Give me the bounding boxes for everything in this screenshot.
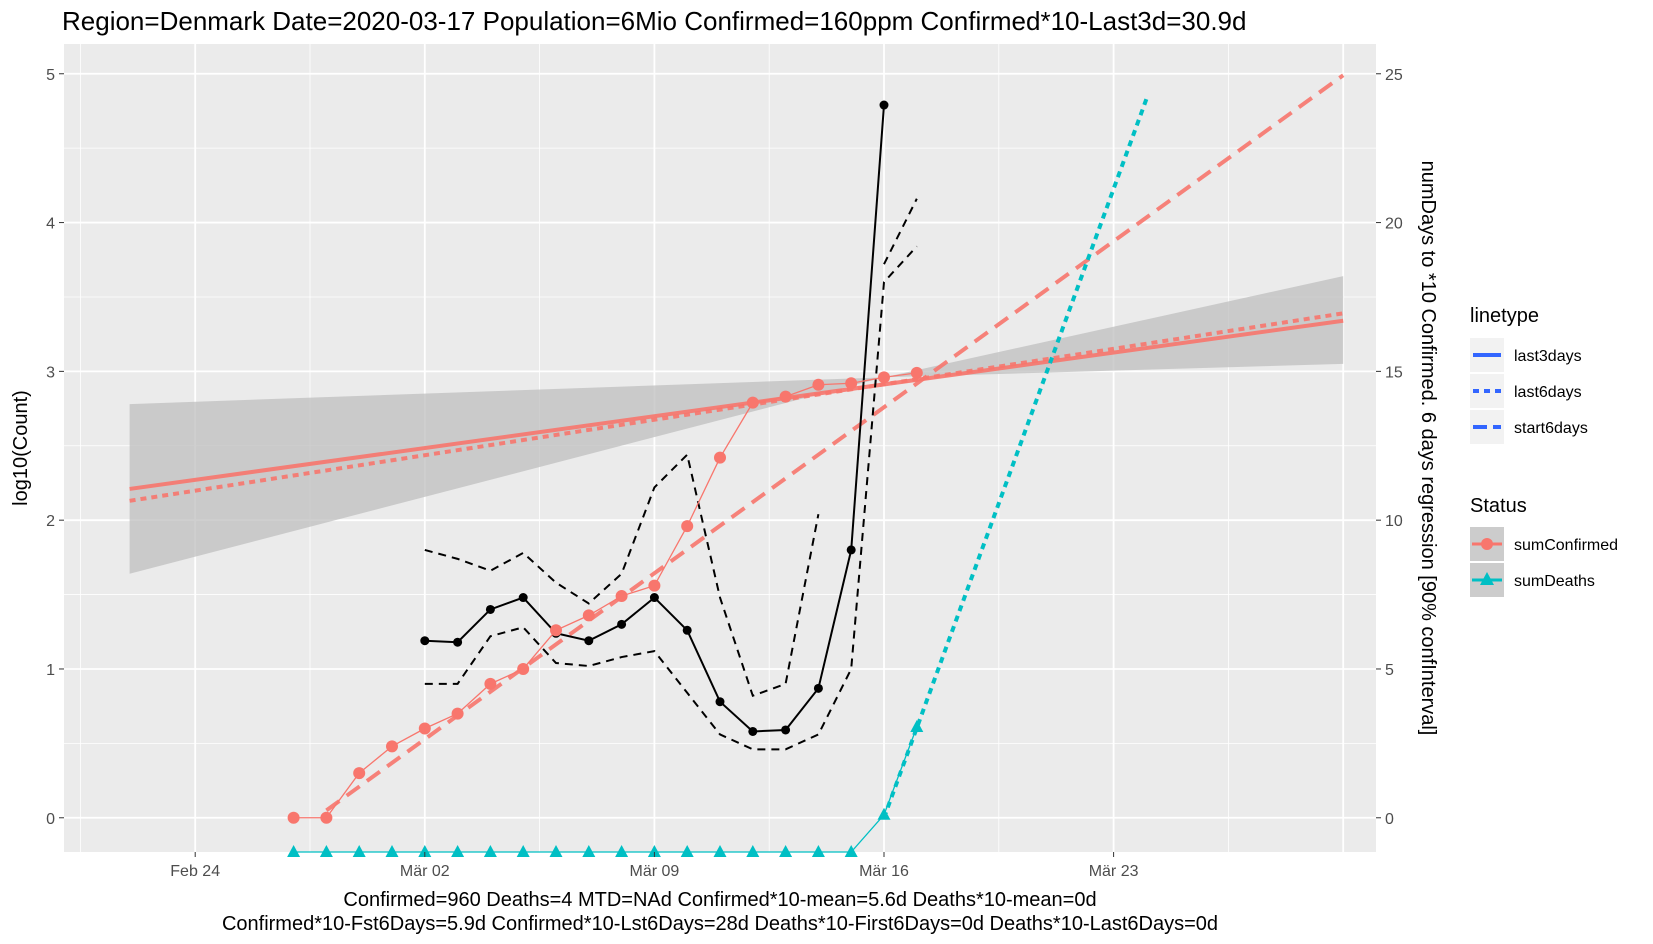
days-point [748, 726, 758, 736]
legend-status-title: Status [1470, 495, 1527, 517]
days-point [813, 683, 823, 693]
sumDeaths-point [779, 845, 793, 857]
days-point [682, 625, 692, 635]
sumConfirmed-point [681, 520, 694, 533]
days-point [518, 593, 528, 603]
y2-tick-label: 25 [1385, 67, 1403, 84]
sumConfirmed-point [779, 390, 792, 403]
sumDeaths-point [451, 845, 465, 857]
sumDeaths-point [615, 845, 629, 857]
sumDeaths-point [713, 845, 727, 857]
legend: linetype last3days last6days start6days Stat… [1470, 305, 1618, 597]
y-tick-label: 5 [46, 67, 55, 84]
y2-tick-label: 15 [1385, 364, 1403, 381]
y2-tick-label: 5 [1385, 662, 1394, 679]
sumConfirmed-point [746, 396, 759, 409]
sumConfirmed-point [615, 590, 628, 603]
caption-line-1: Confirmed=960 Deaths=4 MTD=NAd Confirmed… [343, 889, 1096, 911]
sumConfirmed-point [484, 677, 497, 690]
sumConfirmed-point [353, 767, 366, 780]
y-tick-label: 1 [46, 662, 55, 679]
days-to-x10-series [420, 100, 918, 751]
regression-line-last6days-sumConfirmed [129, 311, 1344, 503]
days-point [846, 545, 856, 555]
status-series [287, 366, 924, 857]
days-point [485, 604, 495, 614]
sumConfirmed-point [418, 722, 431, 735]
chart-title: Region=Denmark Date=2020-03-17 Populatio… [62, 6, 1246, 36]
sumConfirmed-point [878, 371, 890, 384]
sumConfirmed-point [714, 451, 726, 464]
days-point [649, 593, 659, 603]
y2-axis-label: numDays to *10 Confirmed. 6 days regress… [1417, 161, 1439, 736]
sumConfirmed-point [517, 662, 530, 675]
legend-label-sumDeaths: sumDeaths [1514, 573, 1595, 590]
sumConfirmed-point [648, 579, 661, 592]
y-tick-label: 3 [46, 364, 55, 381]
sumDeaths-point [352, 845, 366, 857]
days-point [584, 636, 594, 646]
legend-label-last6days: last6days [1514, 384, 1582, 401]
ribbon-area [129, 276, 1344, 574]
days-interval-lower-line [424, 245, 918, 751]
sumDeaths-point [877, 807, 891, 820]
sumDeaths-point [746, 845, 760, 857]
sumDeaths-point [647, 845, 661, 857]
axes: 0 1 2 3 4 5 0 5 10 15 20 25 Feb 24 Mär 02 Mär 09 Mär 16… [46, 67, 1403, 880]
days-point [781, 725, 791, 735]
caption-line-2: Confirmed*10-Fst6Days=5.9d Confirmed*10-… [222, 913, 1218, 935]
sumDeaths-point [549, 845, 563, 857]
x-tick-label: Mär 16 [859, 863, 909, 880]
sumConfirmed-point [845, 377, 858, 390]
sumConfirmed-point [910, 366, 923, 379]
sumConfirmed-point [812, 378, 825, 391]
y-tick-label: 0 [46, 811, 55, 828]
sumConfirmed-point [386, 740, 398, 753]
y2-tick-label: 20 [1385, 216, 1403, 233]
sumDeaths-point [844, 845, 858, 857]
sumDeaths-point [319, 845, 333, 857]
y-tick-label: 4 [46, 216, 55, 233]
sumConfirmed-point [550, 624, 562, 637]
sumDeaths-line [293, 726, 918, 853]
y-tick-label: 2 [46, 513, 55, 530]
sumDeaths-point [418, 845, 432, 857]
legend-key-marker-sumConfirmed [1481, 538, 1493, 550]
legend-linetype-title: linetype [1470, 305, 1539, 327]
legend-label-start6days: start6days [1514, 420, 1588, 437]
y2-tick-label: 0 [1385, 811, 1394, 828]
sumDeaths-point [385, 845, 399, 857]
confidence-ribbon [129, 276, 1344, 574]
regression-lines [129, 73, 1345, 819]
days-interval-upper-line [424, 198, 918, 698]
sumConfirmed-point [582, 609, 595, 622]
sumDeaths-point [516, 845, 530, 857]
y-axis-label: log10(Count) [10, 390, 32, 506]
sumConfirmed-point [451, 707, 464, 720]
days-point [420, 636, 430, 646]
sumDeaths-point [582, 845, 596, 857]
regression-line-start6days-sumConfirmed [325, 73, 1345, 812]
legend-label-last3days: last3days [1514, 348, 1582, 365]
days-point [715, 697, 725, 707]
days-point [879, 100, 889, 110]
days-point [617, 619, 627, 629]
legend-key-marker-sumDeaths [1480, 572, 1494, 585]
days-point [453, 637, 463, 647]
sumConfirmed-point [320, 811, 333, 824]
x-tick-label: Mär 09 [630, 863, 680, 880]
sumDeaths-point [680, 845, 694, 857]
x-tick-label: Mär 23 [1089, 863, 1139, 880]
regression-line-last3days-sumConfirmed [129, 318, 1344, 491]
sumDeaths-point [483, 845, 497, 857]
sumDeaths-point [910, 720, 924, 733]
sumDeaths-point [287, 845, 301, 857]
y2-tick-label: 10 [1385, 513, 1403, 530]
x-tick-label: Mär 02 [400, 863, 450, 880]
x-tick-label: Feb 24 [170, 863, 220, 880]
sumDeaths-point [811, 845, 825, 857]
legend-label-sumConfirmed: sumConfirmed [1514, 537, 1618, 554]
sumConfirmed-point [287, 811, 300, 824]
